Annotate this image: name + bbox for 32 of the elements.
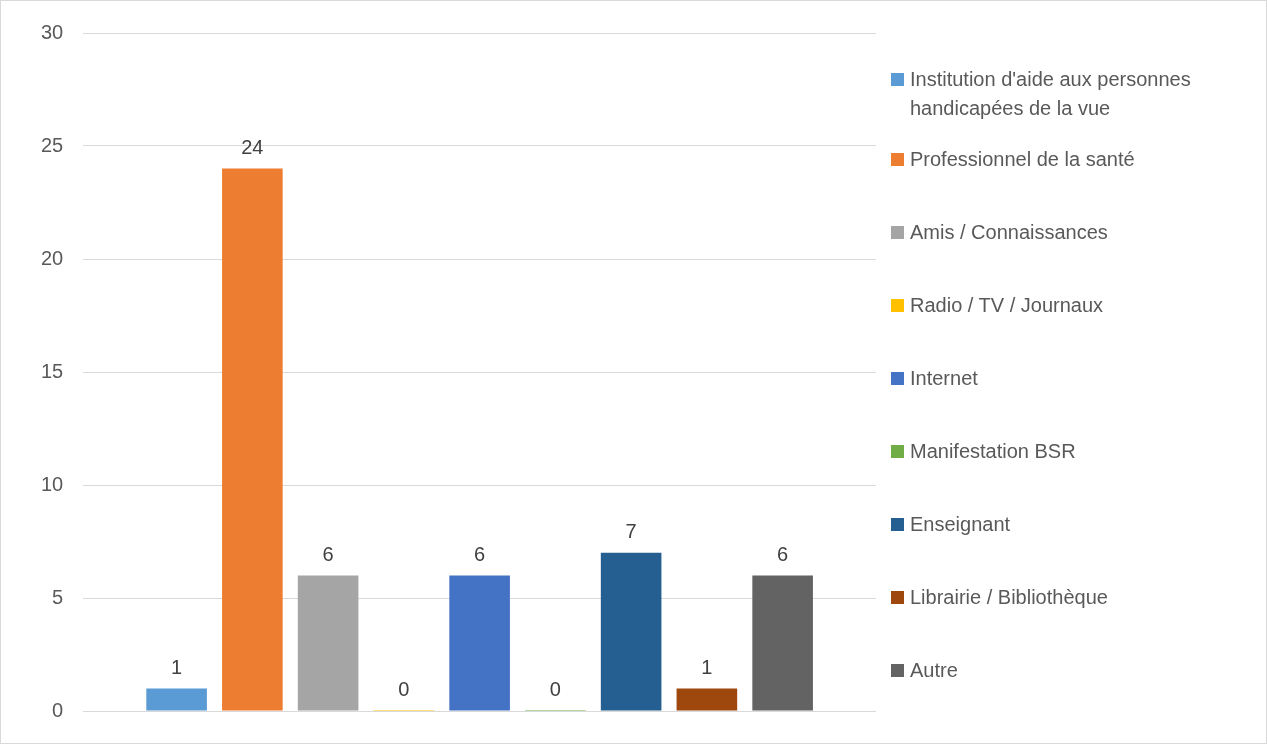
bar	[676, 688, 738, 711]
data-label: 24	[241, 136, 264, 159]
bar	[752, 575, 813, 711]
data-label: 6	[322, 542, 334, 565]
y-tick-label: 15	[41, 359, 64, 382]
legend-label: Autre	[910, 658, 958, 683]
data-label: 0	[549, 677, 561, 700]
y-tick-label: 30	[41, 20, 64, 43]
data-label: 1	[701, 655, 713, 678]
legend-label: Internet	[910, 366, 978, 391]
y-tick-label: 20	[41, 246, 64, 269]
legend-label: Enseignant	[910, 512, 1011, 537]
legend-label: Institution d'aide aux personnes handicapées de la vue	[910, 67, 1192, 121]
y-tick-label: 0	[52, 698, 64, 721]
y-tick-label: 25	[41, 133, 64, 156]
bar	[297, 575, 359, 711]
data-label: 7	[625, 520, 637, 543]
legend-label: Professionnel de la santé	[910, 147, 1135, 172]
data-label: 6	[777, 542, 789, 565]
legend-label: Radio / TV / Journaux	[910, 293, 1104, 318]
bar	[146, 688, 207, 711]
legend-label: Manifestation BSR	[910, 439, 1076, 464]
bar	[600, 552, 662, 711]
data-label: 0	[398, 677, 410, 700]
data-label: 6	[474, 542, 486, 565]
legend-label: Amis / Connaissances	[910, 220, 1108, 245]
data-label: 1	[171, 655, 183, 678]
legend-label: Librairie / Bibliothèque	[910, 585, 1108, 610]
bar	[449, 575, 510, 711]
y-tick-label: 10	[41, 472, 64, 495]
bar	[222, 168, 283, 711]
y-tick-label: 5	[52, 585, 64, 608]
